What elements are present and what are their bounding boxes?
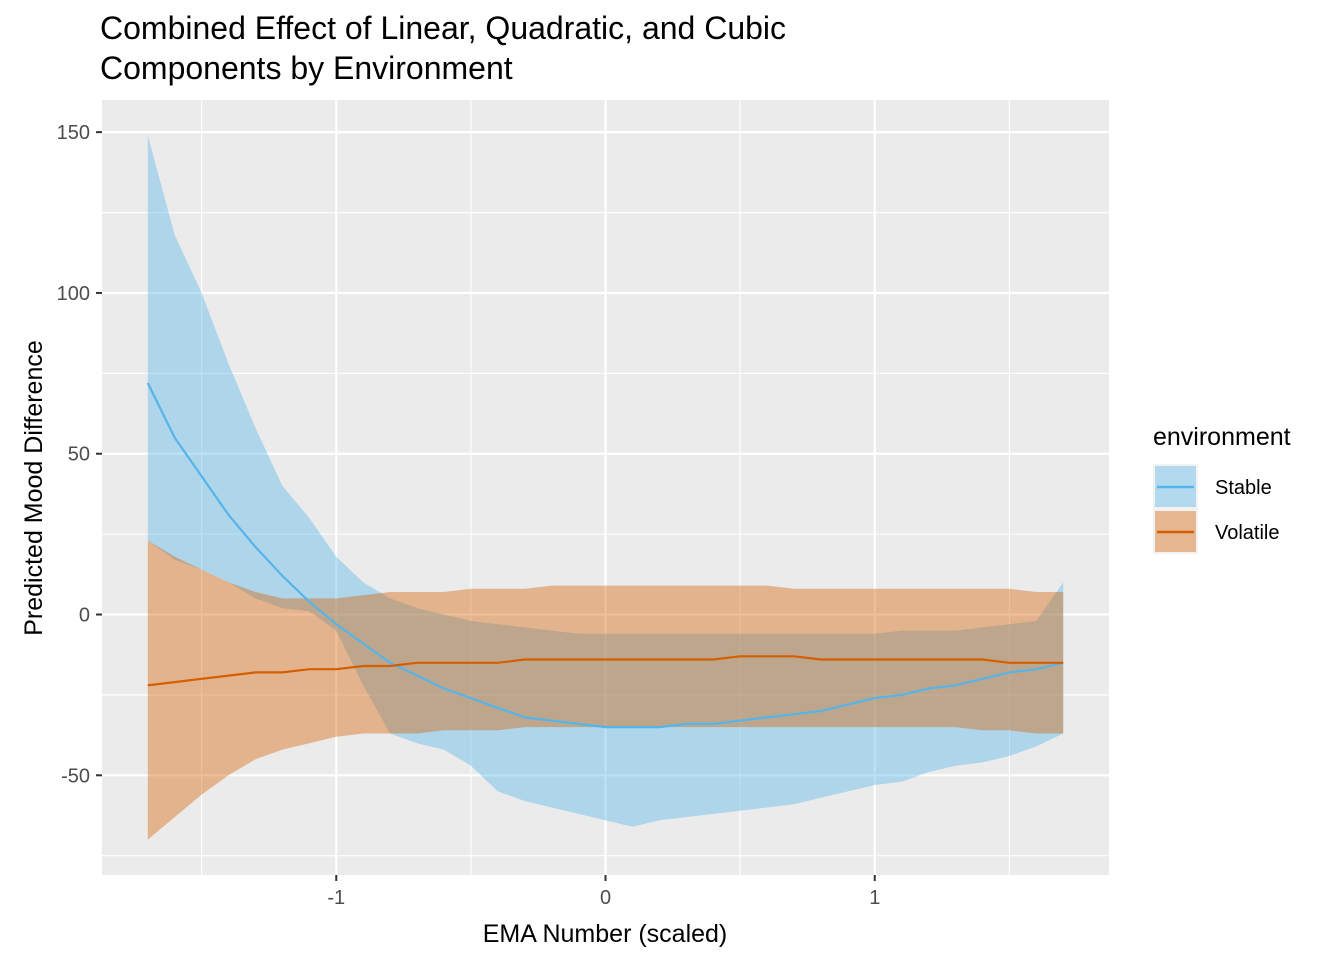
ribbon-volatile xyxy=(147,540,1064,840)
chart-title-line-2: Components by Environment xyxy=(100,50,513,86)
legend-item-volatile: Volatile xyxy=(1153,509,1280,554)
legend-label-volatile: Volatile xyxy=(1215,522,1280,544)
y-tick-label: 0 xyxy=(79,605,90,627)
x-axis: -1 0 1 xyxy=(327,875,880,909)
legend-item-stable: Stable xyxy=(1153,464,1272,509)
y-tick-label: 50 xyxy=(68,444,90,466)
chart-title: Combined Effect of Linear, Quadratic, an… xyxy=(100,8,786,88)
y-tick-label: 150 xyxy=(57,122,90,144)
y-tick-label: 100 xyxy=(57,283,90,305)
x-axis-title: EMA Number (scaled) xyxy=(483,920,728,948)
y-axis: -50 0 50 100 150 xyxy=(57,122,102,787)
y-axis-title: Predicted Mood Difference xyxy=(20,340,48,636)
y-tick-label: -50 xyxy=(61,765,90,787)
series-lines xyxy=(146,382,1064,729)
legend: environment Stable Volatile xyxy=(1153,423,1291,554)
x-tick-label: 0 xyxy=(600,887,611,909)
chart-title-line-1: Combined Effect of Linear, Quadratic, an… xyxy=(100,10,787,46)
line-volatile xyxy=(147,655,1064,687)
legend-label-stable: Stable xyxy=(1215,477,1272,499)
line-stable xyxy=(146,382,1064,729)
legend-title: environment xyxy=(1153,423,1291,451)
major-gridlines xyxy=(102,100,1109,875)
x-tick-label: 1 xyxy=(869,887,880,909)
x-tick-label: -1 xyxy=(327,887,345,909)
